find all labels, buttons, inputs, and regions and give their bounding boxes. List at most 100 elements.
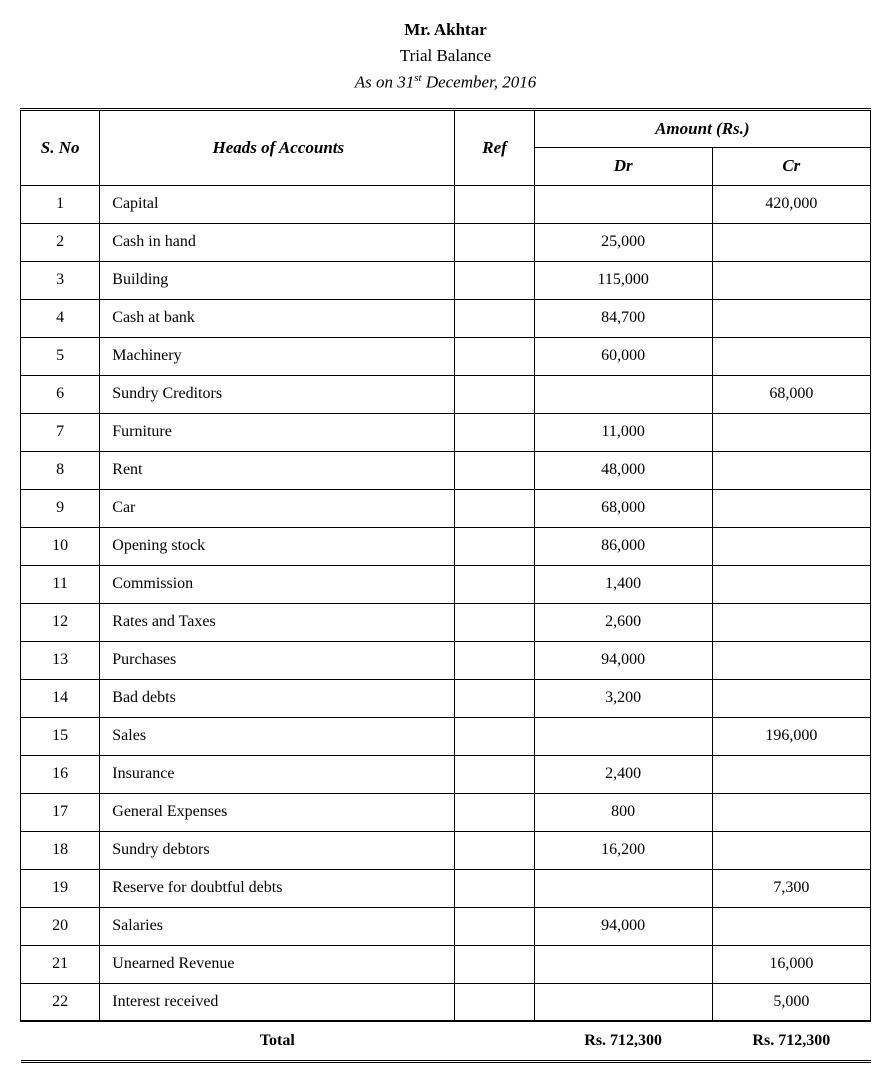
cell-ref — [455, 489, 534, 527]
cell-sno: 15 — [21, 717, 100, 755]
date-superscript: st — [414, 72, 421, 84]
cell-ref — [455, 679, 534, 717]
cell-sno: 19 — [21, 869, 100, 907]
cell-cr — [712, 527, 870, 565]
cell-dr: 94,000 — [534, 641, 712, 679]
cell-sno: 11 — [21, 565, 100, 603]
cell-dr: 84,700 — [534, 299, 712, 337]
cell-heads: Cash in hand — [100, 223, 455, 261]
cell-ref — [455, 337, 534, 375]
cell-dr — [534, 185, 712, 223]
cell-ref — [455, 983, 534, 1021]
cell-sno: 12 — [21, 603, 100, 641]
cell-cr: 68,000 — [712, 375, 870, 413]
table-row: 6Sundry Creditors 68,000 — [21, 375, 871, 413]
cell-dr: 48,000 — [534, 451, 712, 489]
cell-sno: 21 — [21, 945, 100, 983]
cell-dr: 16,200 — [534, 831, 712, 869]
cell-heads: Opening stock — [100, 527, 455, 565]
document-header: Mr. Akhtar Trial Balance As on 31st Dece… — [20, 20, 871, 93]
table-row: 22Interest received5,000 — [21, 983, 871, 1021]
cell-dr: 800 — [534, 793, 712, 831]
cell-heads: Commission — [100, 565, 455, 603]
table-row: 12Rates and Taxes2,600 — [21, 603, 871, 641]
header-date: As on 31st December, 2016 — [20, 72, 871, 93]
cell-ref — [455, 261, 534, 299]
cell-heads: Reserve for doubtful debts — [100, 869, 455, 907]
cell-cr — [712, 565, 870, 603]
cell-sno: 5 — [21, 337, 100, 375]
table-row: 11Commission1,400 — [21, 565, 871, 603]
table-row: 3Building115,000 — [21, 261, 871, 299]
cell-ref — [455, 907, 534, 945]
cell-sno: 7 — [21, 413, 100, 451]
cell-dr: 68,000 — [534, 489, 712, 527]
cell-cr — [712, 489, 870, 527]
header-name: Mr. Akhtar — [20, 20, 871, 40]
cell-heads: Furniture — [100, 413, 455, 451]
column-header-cr: Cr — [712, 147, 870, 185]
cell-sno: 6 — [21, 375, 100, 413]
cell-cr — [712, 223, 870, 261]
cell-dr: 60,000 — [534, 337, 712, 375]
cell-heads: Building — [100, 261, 455, 299]
cell-cr — [712, 413, 870, 451]
trial-balance-table: S. No Heads of Accounts Ref Amount (Rs.)… — [20, 108, 871, 1064]
cell-dr — [534, 945, 712, 983]
cell-dr — [534, 717, 712, 755]
table-row: 4Cash at bank 84,700 — [21, 299, 871, 337]
cell-heads: Cash at bank — [100, 299, 455, 337]
table-row: 18Sundry debtors16,200 — [21, 831, 871, 869]
cell-heads: Purchases — [100, 641, 455, 679]
cell-ref — [455, 527, 534, 565]
table-row: 7Furniture11,000 — [21, 413, 871, 451]
table-row: 16Insurance2,400 — [21, 755, 871, 793]
cell-cr — [712, 755, 870, 793]
cell-heads: Sales — [100, 717, 455, 755]
table-row: 17General Expenses800 — [21, 793, 871, 831]
table-row: 8Rent48,000 — [21, 451, 871, 489]
footer-total-label: Total — [21, 1021, 535, 1062]
cell-sno: 17 — [21, 793, 100, 831]
table-body: 1Capital420,0002Cash in hand25,0003Build… — [21, 185, 871, 1021]
table-footer-row: Total Rs. 712,300 Rs. 712,300 — [21, 1021, 871, 1062]
cell-cr — [712, 679, 870, 717]
table-row: 21Unearned Revenue16,000 — [21, 945, 871, 983]
cell-cr — [712, 907, 870, 945]
cell-ref — [455, 451, 534, 489]
cell-cr — [712, 641, 870, 679]
cell-cr — [712, 299, 870, 337]
cell-heads: Rent — [100, 451, 455, 489]
cell-heads: Rates and Taxes — [100, 603, 455, 641]
column-header-dr: Dr — [534, 147, 712, 185]
cell-heads: Sundry debtors — [100, 831, 455, 869]
table-row: 15Sales196,000 — [21, 717, 871, 755]
cell-cr — [712, 831, 870, 869]
cell-dr: 25,000 — [534, 223, 712, 261]
table-row: 14Bad debts3,200 — [21, 679, 871, 717]
cell-sno: 16 — [21, 755, 100, 793]
cell-sno: 1 — [21, 185, 100, 223]
cell-sno: 4 — [21, 299, 100, 337]
cell-heads: Interest received — [100, 983, 455, 1021]
cell-ref — [455, 641, 534, 679]
cell-heads: Unearned Revenue — [100, 945, 455, 983]
cell-cr — [712, 261, 870, 299]
cell-dr: 94,000 — [534, 907, 712, 945]
cell-cr: 420,000 — [712, 185, 870, 223]
column-header-heads: Heads of Accounts — [100, 109, 455, 185]
cell-ref — [455, 413, 534, 451]
cell-cr — [712, 451, 870, 489]
table-row: 13Purchases94,000 — [21, 641, 871, 679]
cell-heads: Sundry Creditors — [100, 375, 455, 413]
date-prefix: As on 31 — [355, 73, 415, 92]
cell-ref — [455, 717, 534, 755]
cell-dr: 86,000 — [534, 527, 712, 565]
header-title: Trial Balance — [20, 46, 871, 66]
footer-total-dr: Rs. 712,300 — [534, 1021, 712, 1062]
cell-sno: 9 — [21, 489, 100, 527]
table-row: 5Machinery60,000 — [21, 337, 871, 375]
cell-cr — [712, 603, 870, 641]
cell-heads: Capital — [100, 185, 455, 223]
cell-ref — [455, 375, 534, 413]
